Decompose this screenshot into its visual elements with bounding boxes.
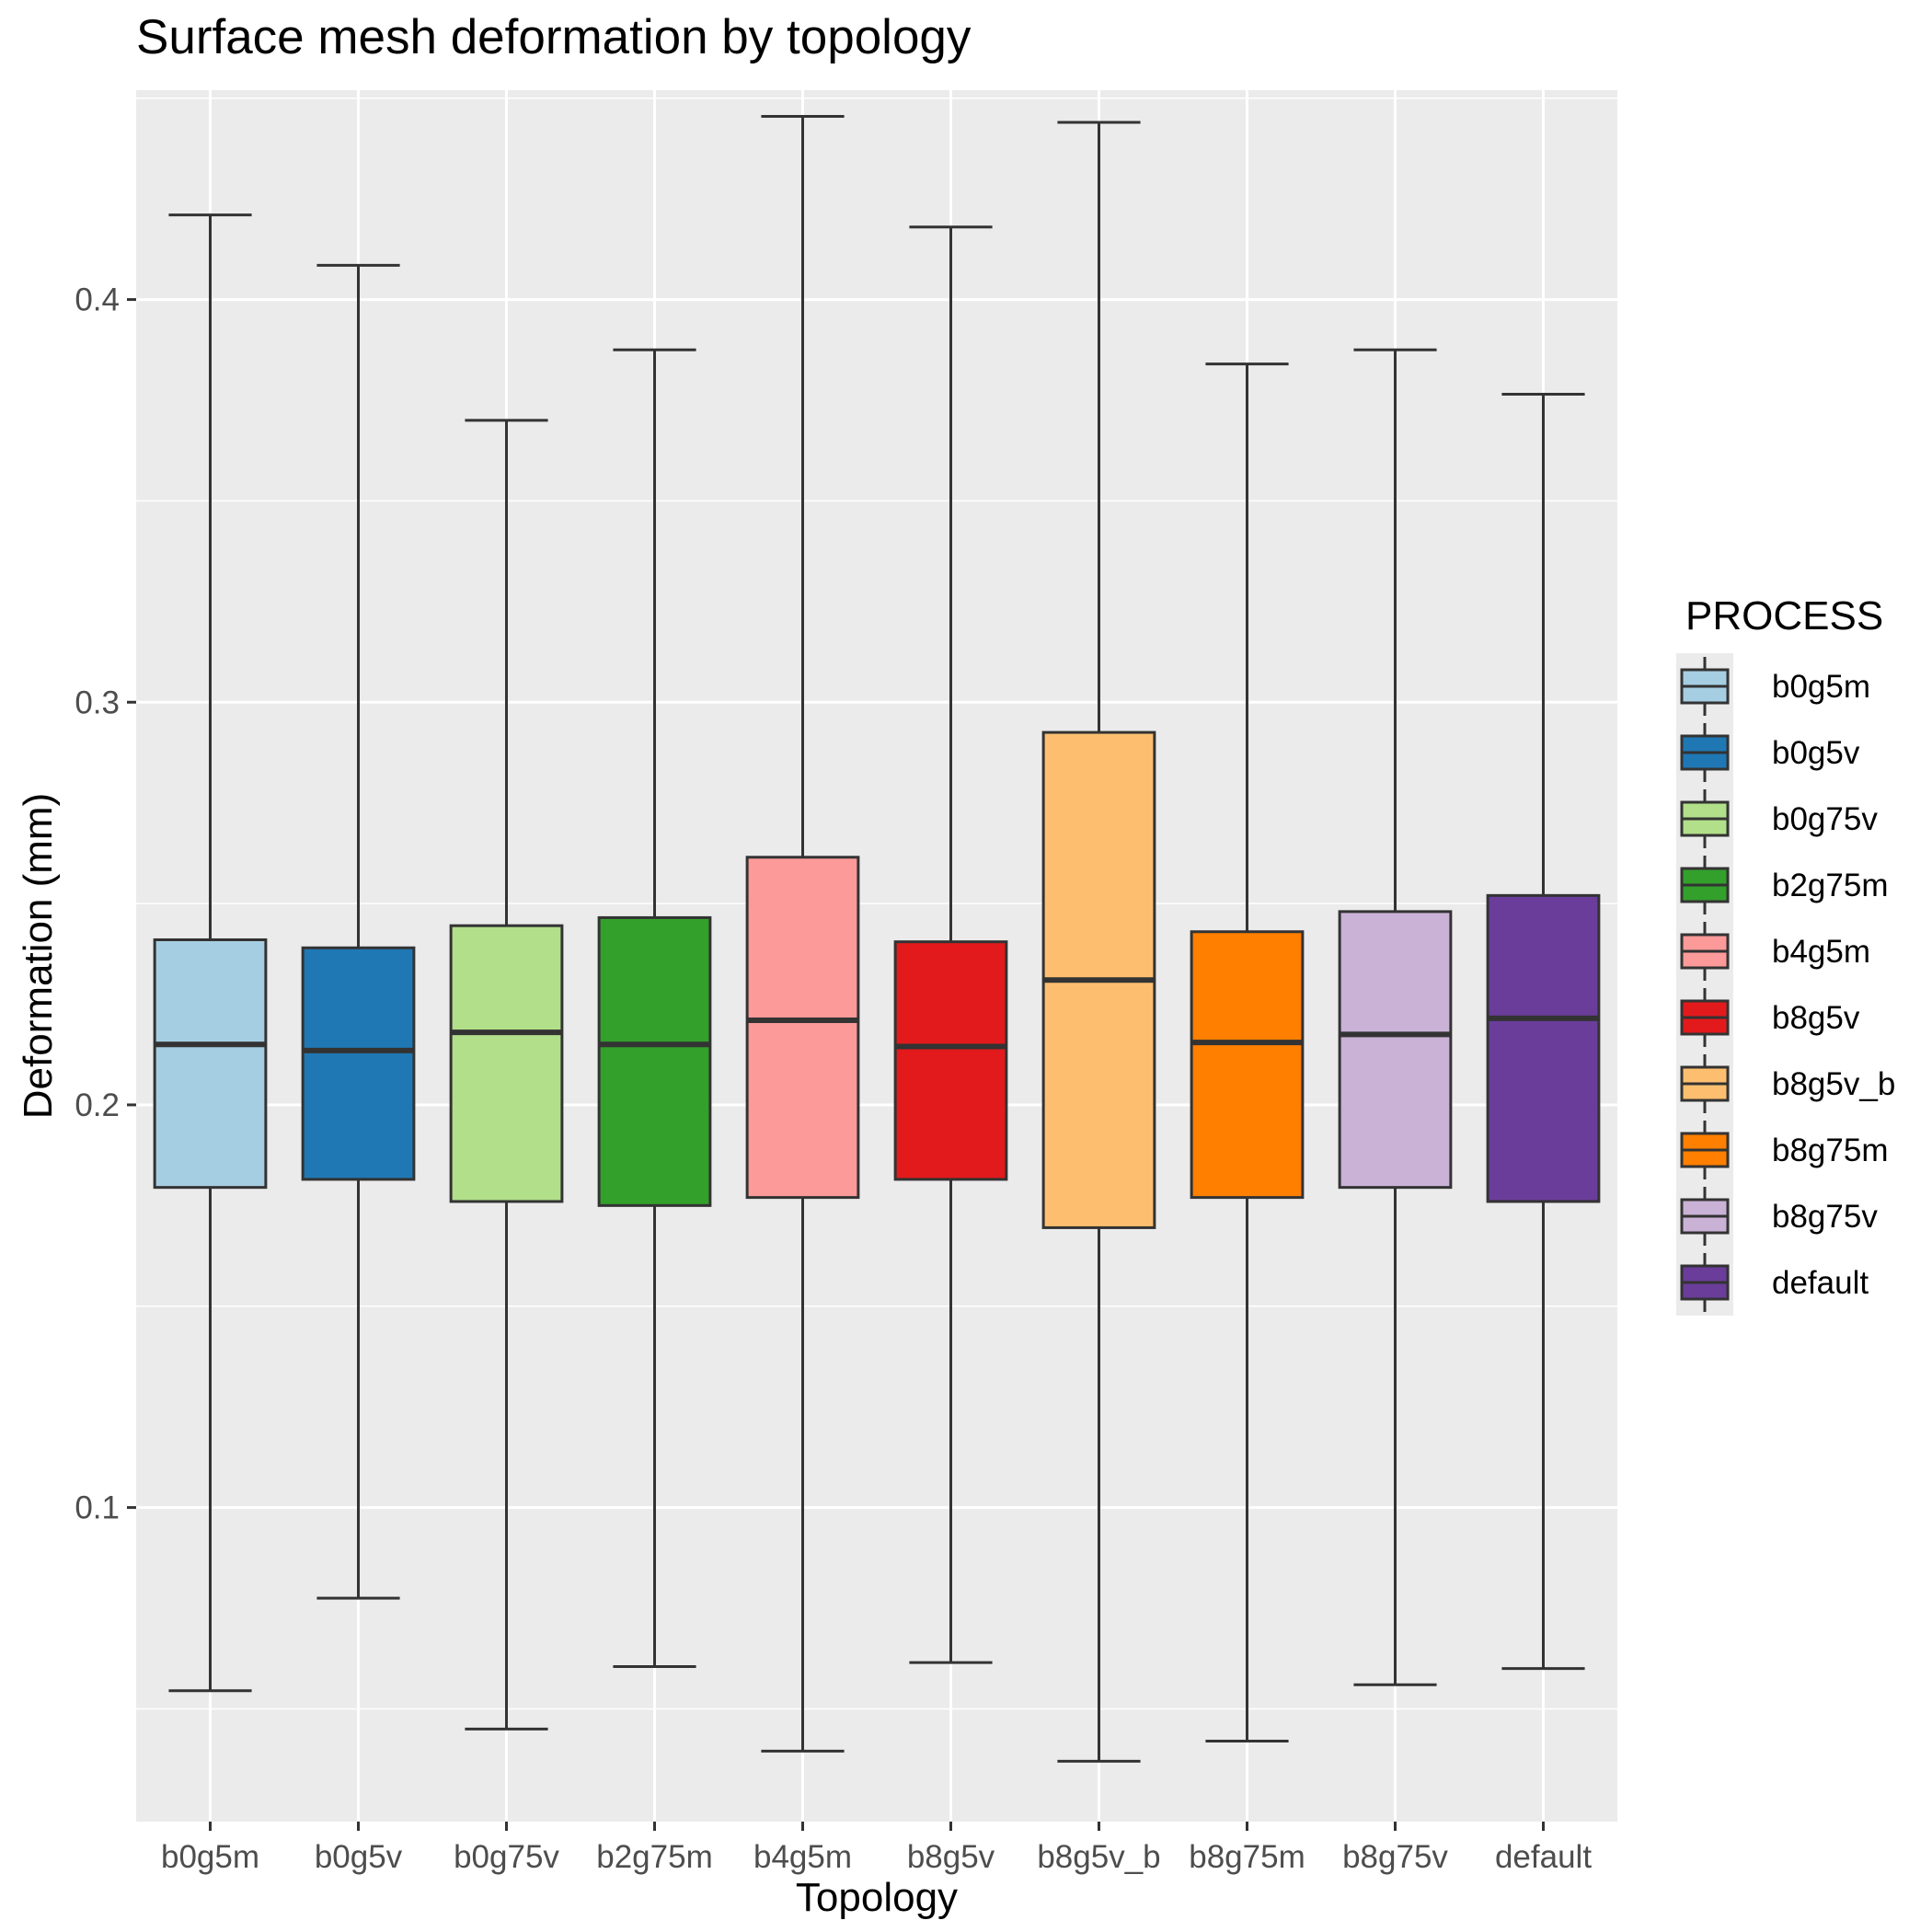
box-body (745, 856, 860, 1200)
box-b8g5v_b (1041, 121, 1156, 1763)
box-b0g75v (449, 419, 564, 1731)
box-body (449, 924, 564, 1203)
x-tick-label: b0g75v (454, 1839, 559, 1875)
x-tick-label: b8g75v (1342, 1839, 1448, 1875)
legend-item-b8g75v: b8g75v (1680, 1187, 1878, 1246)
box-b4g5m (745, 114, 860, 1753)
legend-label: b8g75v (1772, 1199, 1878, 1235)
box-body (153, 937, 268, 1190)
legend-label: b0g5m (1772, 669, 1870, 705)
legend-title: PROCESS (1685, 593, 1883, 638)
legend-item-b4g5m: b4g5m (1680, 922, 1870, 981)
legend-item-b0g5v: b0g5v (1680, 723, 1860, 782)
legend-label: b0g5v (1772, 735, 1860, 771)
legend-label: b4g5m (1772, 934, 1870, 970)
box-body (1338, 910, 1453, 1190)
box-b2g75m (597, 348, 712, 1668)
x-tick-label: b2g75m (596, 1839, 712, 1875)
box-body (597, 915, 712, 1207)
x-tick-label: b0g5v (315, 1839, 403, 1875)
x-axis-title: Topology (796, 1875, 958, 1920)
box-b0g5m (153, 213, 268, 1693)
y-tick-label: 0.2 (75, 1087, 120, 1123)
legend-item-b8g5v: b8g5v (1680, 988, 1860, 1047)
box-body (301, 946, 416, 1181)
x-tick-label: b4g5m (753, 1839, 852, 1875)
box-b8g5v (893, 225, 1008, 1664)
x-tick-label: b8g5v_b (1037, 1839, 1160, 1875)
y-tick-label: 0.1 (75, 1490, 120, 1526)
x-axis: b0g5m b0g5v b0g75v b2g75m b4g5m b8g5v b8g5v_b b… (161, 1822, 1592, 1875)
y-tick-label: 0.4 (75, 282, 120, 318)
y-tick-label: 0.3 (75, 684, 120, 720)
x-tick-label: b0g5m (161, 1839, 259, 1875)
legend-label: b0g75v (1772, 801, 1878, 837)
legend-label: b2g75m (1772, 868, 1888, 903)
chart-title: Surface mesh deformation by topology (136, 10, 972, 64)
legend-item-b8g75m: b8g75m (1680, 1121, 1888, 1179)
legend-label: default (1772, 1265, 1869, 1301)
legend-item-b2g75m: b2g75m (1680, 856, 1888, 914)
box-b0g5v (301, 263, 416, 1600)
legend-item-default: default (1680, 1253, 1869, 1312)
box-body (893, 940, 1008, 1181)
box-default (1486, 392, 1601, 1671)
x-tick-label: b8g5v (907, 1839, 995, 1875)
box-b8g75m (1190, 362, 1305, 1742)
legend-label: b8g75m (1772, 1133, 1888, 1168)
legend-label: b8g5v_b (1772, 1066, 1895, 1102)
y-axis-title: Deformation (mm) (16, 793, 61, 1120)
legend-item-b8g5v_b: b8g5v_b (1680, 1054, 1895, 1113)
legend-label: b8g5v (1772, 1000, 1860, 1036)
boxes-layer (153, 114, 1601, 1763)
legend-item-b0g5m: b0g5m (1680, 657, 1870, 716)
box-body (1190, 930, 1305, 1200)
box-body (1486, 893, 1601, 1203)
legend: PROCESS b0g5m b0g5v b0g75v b2g75m b4g5m b8g5v… (1676, 593, 1895, 1316)
x-tick-label: b8g75m (1189, 1839, 1305, 1875)
legend-item-b0g75v: b0g75v (1680, 789, 1878, 848)
y-axis: 0.1 0.2 0.3 0.4 (75, 282, 136, 1526)
x-tick-label: default (1495, 1839, 1592, 1875)
box-b8g75v (1338, 348, 1453, 1686)
